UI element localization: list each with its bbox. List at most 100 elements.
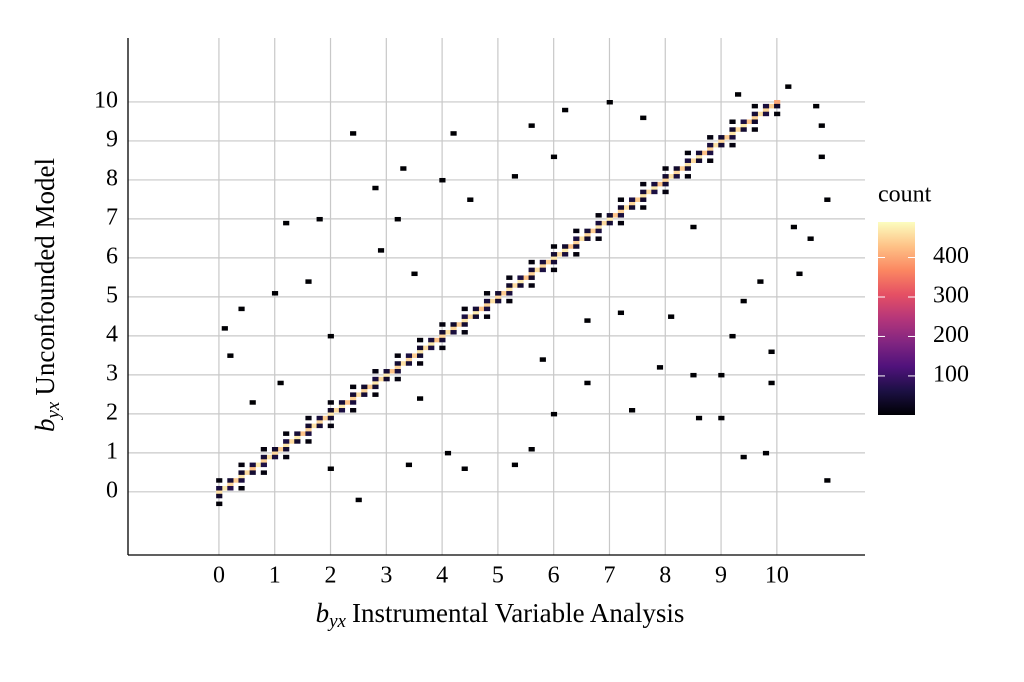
bin-cell xyxy=(679,166,686,171)
bin-cell xyxy=(439,322,446,327)
bin-cell xyxy=(450,326,457,331)
bin-cell xyxy=(668,174,675,179)
bin-cell xyxy=(617,209,625,214)
bin-cell xyxy=(729,135,736,140)
bin-cell xyxy=(539,267,546,273)
y-axis-label: byx Unconfounded Model xyxy=(30,158,64,432)
bin-cell xyxy=(467,197,474,202)
bin-cell xyxy=(595,220,602,226)
y-tick-label: 5 xyxy=(106,282,118,308)
bin-cell xyxy=(372,185,379,191)
colorbar-tick-label: 200 xyxy=(933,322,969,348)
bin-cell xyxy=(238,306,245,312)
bin-cell xyxy=(316,423,323,429)
bin-cell xyxy=(740,123,747,128)
bin-cell xyxy=(483,314,491,319)
bin-cell xyxy=(372,369,379,374)
bin-cell xyxy=(377,248,385,253)
bin-cell xyxy=(416,353,424,358)
bin-cell xyxy=(495,294,502,300)
bin-cell xyxy=(299,431,307,436)
bin-cell xyxy=(539,357,546,362)
bin-cell xyxy=(483,306,491,312)
bin-cell xyxy=(824,478,831,483)
x-tick-label: 6 xyxy=(548,563,560,589)
bin-cell xyxy=(740,127,747,132)
bin-cell xyxy=(428,337,435,343)
bin-cell xyxy=(350,384,357,390)
bin-cell xyxy=(723,135,731,140)
bin-cell xyxy=(271,291,279,296)
bin-cell xyxy=(567,244,574,249)
bin-cell xyxy=(394,361,401,366)
bin-cell xyxy=(216,489,223,495)
bin-cell xyxy=(389,369,396,374)
bin-cell xyxy=(461,466,468,471)
bin-cell xyxy=(684,162,691,167)
bin-cell xyxy=(528,283,535,288)
bin-cell xyxy=(260,462,267,468)
bin-cell xyxy=(762,450,770,456)
bin-cell xyxy=(216,485,223,491)
bin-cell xyxy=(506,298,513,304)
bin-cell xyxy=(444,330,452,335)
bin-cell xyxy=(729,142,736,148)
bin-cell xyxy=(662,166,669,171)
bin-cell xyxy=(528,259,535,265)
y-label-symbol: b xyxy=(30,419,60,433)
bin-cell xyxy=(227,478,234,483)
bin-cell xyxy=(651,189,658,195)
x-tick-label: 8 xyxy=(659,563,671,589)
bin-cell xyxy=(372,380,379,386)
bin-cell xyxy=(338,404,346,409)
bin-cell xyxy=(684,158,691,163)
bin-cell xyxy=(511,283,519,288)
bin-cell xyxy=(550,154,558,160)
bin-cell xyxy=(216,501,223,507)
bin-cell xyxy=(405,361,413,366)
bin-cell xyxy=(511,174,519,179)
bin-cell xyxy=(327,333,334,339)
bin-cell xyxy=(578,236,585,241)
bin-cell xyxy=(461,322,468,327)
bin-cell xyxy=(740,298,747,304)
bin-cell xyxy=(238,470,245,475)
bin-cell xyxy=(361,388,368,394)
bin-cell xyxy=(595,213,602,218)
bin-cell xyxy=(651,181,658,187)
bin-cell xyxy=(528,446,535,452)
bin-cell xyxy=(595,224,602,230)
bin-cell xyxy=(411,353,418,358)
y-tick-label: 2 xyxy=(106,399,118,425)
bin-cell xyxy=(690,158,697,163)
bin-cell xyxy=(350,400,357,405)
bin-cell xyxy=(433,337,440,343)
bin-cell xyxy=(483,291,491,296)
y-tick-label: 10 xyxy=(94,87,118,113)
bin-cell xyxy=(751,111,758,117)
bin-cell xyxy=(260,454,267,460)
y-tick-label: 3 xyxy=(106,360,118,386)
bin-cell xyxy=(439,333,446,339)
bin-cell xyxy=(327,400,334,405)
bin-cell xyxy=(668,314,675,319)
y-tick-label: 7 xyxy=(106,204,118,230)
bin-cell xyxy=(746,119,753,124)
bin-cell xyxy=(394,353,401,358)
bin-cell xyxy=(283,443,290,448)
bin-cell xyxy=(305,415,312,421)
bin-cell xyxy=(751,119,758,124)
bin-cell xyxy=(506,291,513,296)
bin-cell xyxy=(461,314,468,319)
bin-cell xyxy=(249,466,256,471)
x-label-symbol: b xyxy=(316,598,330,628)
bin-cell xyxy=(461,330,468,335)
bin-cell xyxy=(327,423,334,429)
bin-cell xyxy=(294,431,301,436)
bin-cell xyxy=(361,384,368,390)
bin-cell xyxy=(640,181,647,187)
bin-cell xyxy=(277,380,284,386)
bin-cell xyxy=(707,158,714,163)
bin-cell xyxy=(807,236,814,241)
bin-cell xyxy=(684,150,691,156)
